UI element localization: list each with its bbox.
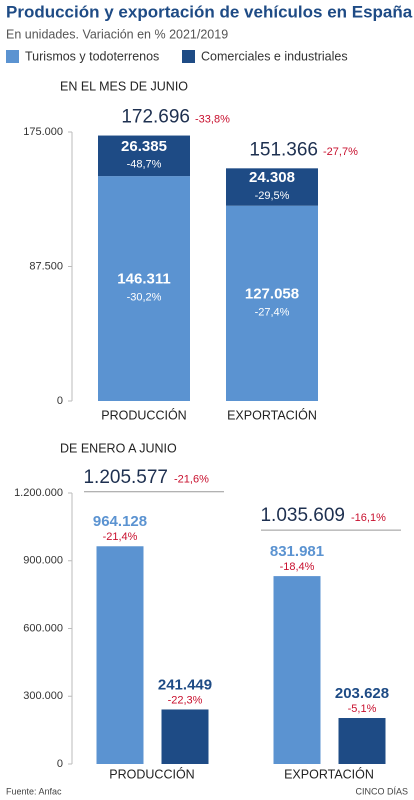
bar-segment <box>226 205 318 401</box>
segment-change: -29,5% <box>255 190 290 202</box>
legend-label: Turismos y todoterrenos <box>25 49 159 63</box>
total-label: 151.366 <box>249 139 318 160</box>
bar <box>273 576 321 764</box>
subtitle: En unidades. Variación en % 2021/2019 <box>6 27 228 41</box>
credit: CINCO DÍAS <box>355 786 408 796</box>
bar-segment <box>226 168 318 206</box>
segment-label: 127.058 <box>245 285 299 302</box>
value-label: 241.449 <box>158 676 212 693</box>
x-tick-label: EXPORTACIÓN <box>227 407 317 422</box>
segment-change: -48,7% <box>127 159 162 171</box>
segment-label: 146.311 <box>117 271 170 288</box>
value-change: -5,1% <box>348 703 377 715</box>
value-change: -21,4% <box>103 531 138 543</box>
chart-title: DE ENERO A JUNIO <box>60 441 177 455</box>
y-tick-label: 175.000 <box>23 126 63 138</box>
y-tick-label: 600.000 <box>23 622 63 634</box>
value-label: 831.981 <box>270 543 324 560</box>
title: Producción y exportación de vehículos en… <box>6 2 413 21</box>
bar <box>338 718 386 764</box>
segment-label: 24.308 <box>249 169 295 186</box>
value-label: 964.128 <box>93 513 147 530</box>
total-label: 1.205.577 <box>83 467 168 488</box>
y-tick-label: 0 <box>57 758 63 770</box>
total-label: 1.035.609 <box>260 505 345 526</box>
segment-change: -27,4% <box>255 306 290 318</box>
total-change: -16,1% <box>351 512 386 524</box>
total-label: 172.696 <box>121 107 190 128</box>
x-tick-label: PRODUCCIÓN <box>109 766 194 781</box>
legend-swatch <box>6 50 19 63</box>
total-change: -33,8% <box>195 113 230 125</box>
legend-swatch <box>182 50 195 63</box>
value-change: -18,4% <box>280 561 315 573</box>
total-change: -27,7% <box>323 146 358 158</box>
x-tick-label: EXPORTACIÓN <box>284 766 374 781</box>
x-tick-label: PRODUCCIÓN <box>101 407 186 422</box>
y-tick-label: 0 <box>57 395 63 407</box>
total-change: -21,6% <box>174 474 209 486</box>
bar-segment <box>98 135 190 177</box>
y-tick-label: 1.200.000 <box>14 487 63 499</box>
y-tick-label: 900.000 <box>23 555 63 567</box>
chart-title: EN EL MES DE JUNIO <box>60 79 188 93</box>
bar-segment <box>98 176 190 401</box>
bar <box>161 709 209 764</box>
legend-label: Comerciales e industriales <box>201 49 348 63</box>
y-tick-label: 87.500 <box>29 260 63 272</box>
segment-label: 26.385 <box>121 138 167 155</box>
segment-change: -30,2% <box>127 291 162 303</box>
value-change: -22,3% <box>168 694 203 706</box>
value-label: 203.628 <box>335 685 389 702</box>
y-tick-label: 300.000 <box>23 690 63 702</box>
bar <box>96 546 144 764</box>
source: Fuente: Anfac <box>6 786 62 796</box>
